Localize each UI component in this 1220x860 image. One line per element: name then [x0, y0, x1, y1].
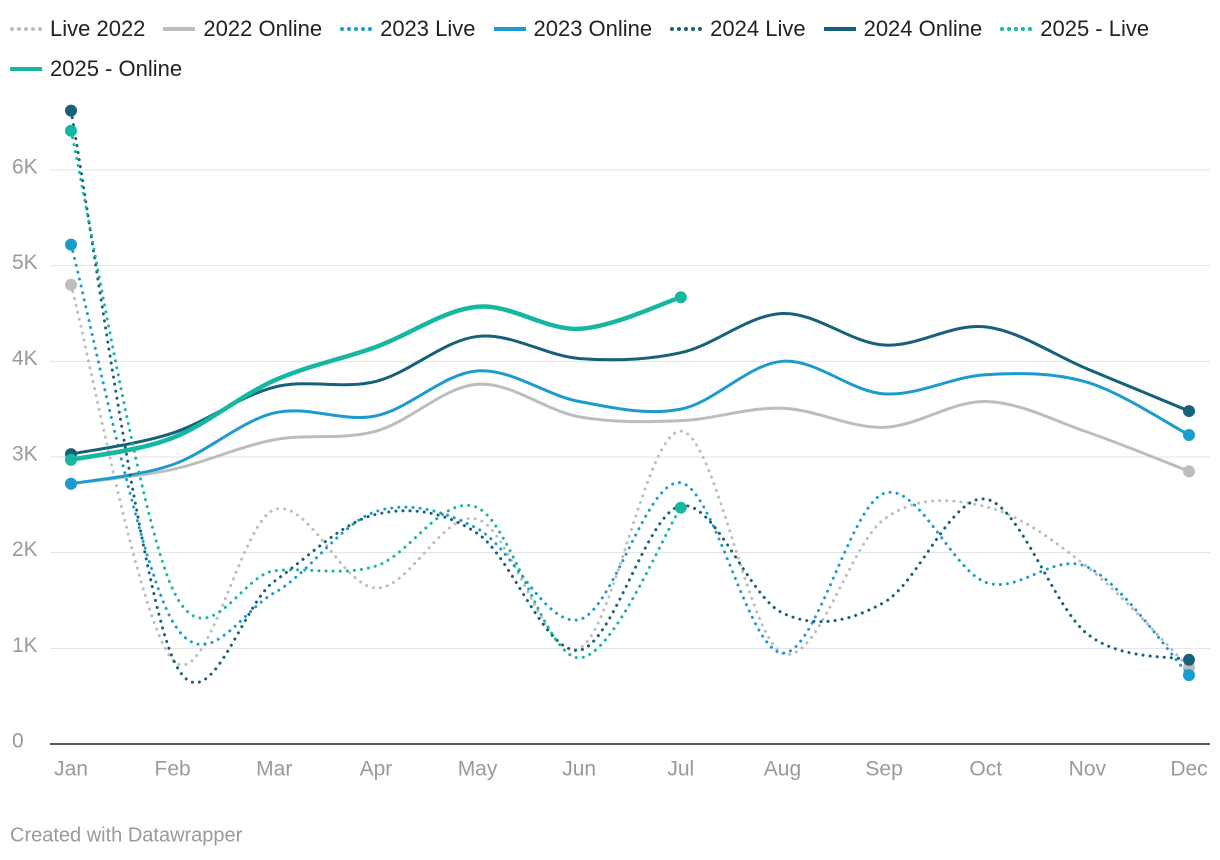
- end-point: [65, 104, 77, 117]
- legend-swatch: [493, 27, 526, 31]
- x-tick-label: Dec: [1170, 758, 1207, 781]
- end-point: [65, 238, 77, 251]
- x-tick-label: Jun: [562, 758, 596, 781]
- x-tick-label: Jan: [54, 758, 88, 781]
- y-tick-label: 5K: [12, 251, 38, 274]
- legend-swatch: [1000, 27, 1033, 31]
- legend-label: 2023 Online: [533, 16, 653, 41]
- x-tick-label: Oct: [969, 758, 1002, 781]
- end-point: [1183, 428, 1195, 441]
- series-line: [69, 382, 1191, 486]
- legend-swatch: [823, 27, 856, 31]
- end-point: [1183, 653, 1195, 666]
- legend-item: 2022 Online: [163, 14, 322, 44]
- end-point: [65, 278, 77, 291]
- y-tick-label: 4K: [12, 347, 38, 370]
- legend-item: 2023 Online: [493, 14, 653, 44]
- end-point: [65, 477, 77, 490]
- series-line: [69, 129, 683, 660]
- end-point: [65, 453, 77, 466]
- y-tick-label: 6K: [12, 156, 38, 179]
- series-line: [69, 359, 1191, 486]
- legend-label: 2024 Online: [863, 16, 983, 41]
- x-tick-label: Sep: [865, 758, 902, 781]
- legend-item: 2023 Live: [340, 14, 476, 44]
- legend-swatch: [10, 27, 42, 31]
- legend-label: 2023 Live: [380, 16, 476, 41]
- legend-swatch: [163, 27, 196, 31]
- end-point: [65, 124, 77, 137]
- x-tick-label: May: [458, 758, 498, 781]
- legend-item: 2024 Live: [670, 14, 806, 44]
- end-point: [674, 501, 687, 514]
- legend-label: 2024 Live: [710, 16, 806, 41]
- legend-swatch: [670, 27, 703, 31]
- x-tick-label: Mar: [256, 758, 292, 781]
- y-tick-label: 3K: [12, 443, 38, 466]
- legend: Live 2022 2022 Online 2023 Live 2023 Online…: [10, 14, 1180, 84]
- x-tick-label: Feb: [155, 758, 191, 781]
- y-tick-label: 0: [12, 730, 24, 753]
- x-tick-label: Apr: [360, 758, 393, 781]
- legend-label: 2025 - Online: [50, 56, 183, 81]
- end-point: [1183, 405, 1195, 418]
- y-tick-label: 1K: [12, 634, 38, 657]
- series-line: [69, 109, 1191, 685]
- legend-label: 2022 Online: [203, 16, 323, 41]
- series-line: [69, 283, 1191, 669]
- end-point: [1183, 669, 1195, 682]
- series-line: [68, 294, 684, 463]
- series-line: [69, 311, 1191, 456]
- end-point: [674, 291, 687, 304]
- x-tick-label: Aug: [764, 758, 801, 781]
- legend-item: 2025 - Live: [1000, 14, 1149, 44]
- x-tick-label: Jul: [667, 758, 694, 781]
- series-line: [69, 243, 1191, 677]
- legend-item: 2025 - Online: [10, 54, 182, 84]
- legend-item: 2024 Online: [823, 14, 983, 44]
- legend-label: 2025 - Live: [1040, 16, 1150, 41]
- credit: Created with Datawrapper: [10, 824, 243, 846]
- x-tick-label: Nov: [1069, 758, 1107, 781]
- legend-item: Live 2022: [10, 14, 145, 44]
- legend-label: Live 2022: [50, 16, 146, 41]
- legend-swatch: [340, 27, 373, 31]
- legend-swatch: [10, 67, 42, 71]
- y-tick-label: 2K: [12, 538, 38, 561]
- end-point: [1183, 465, 1195, 478]
